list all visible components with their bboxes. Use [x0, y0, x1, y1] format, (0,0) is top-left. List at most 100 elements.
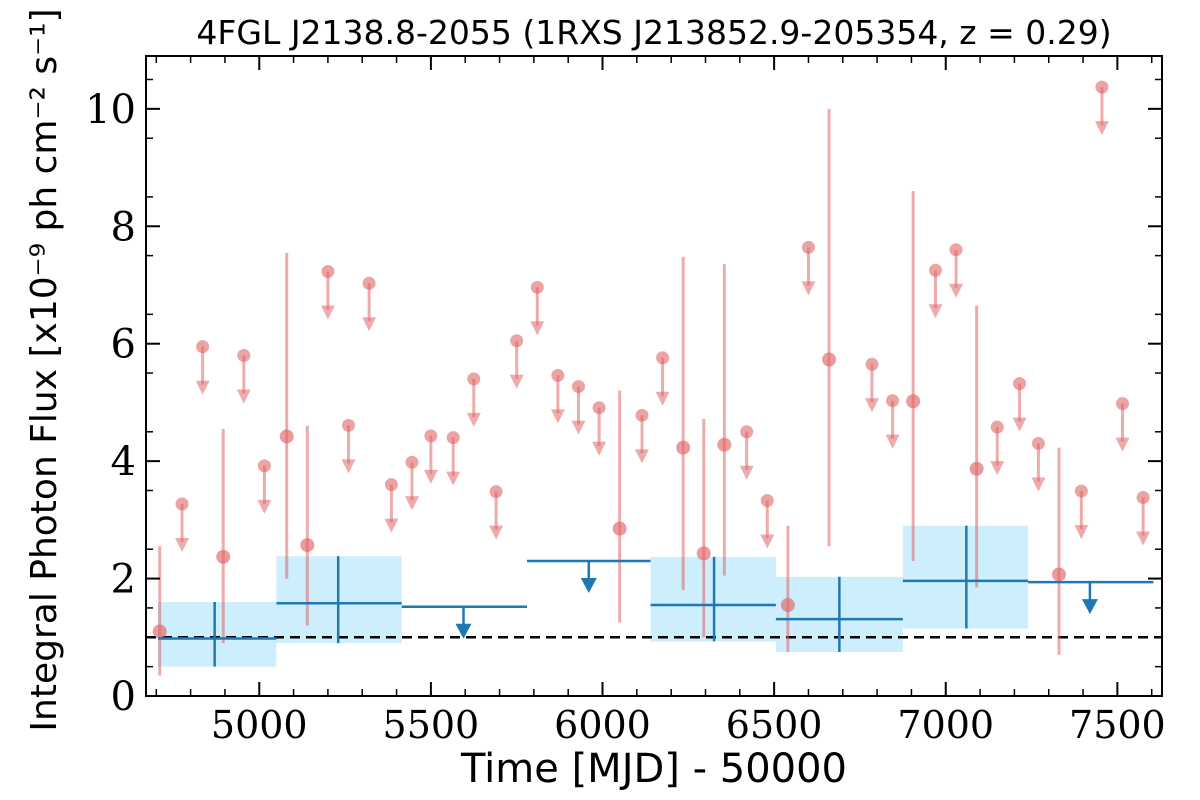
upper-limit-arrowhead [530, 321, 545, 336]
short-bin-upper-limit [320, 264, 335, 320]
upper-limit-arrowhead [655, 391, 670, 406]
upper-limit-arrowhead [466, 412, 481, 427]
upper-limit-arrowhead [990, 461, 1005, 476]
short-bin-upper-limit [1094, 80, 1109, 136]
upper-limit-arrowhead [455, 623, 472, 639]
short-bin-point [216, 428, 231, 644]
upper-limit-marker [237, 348, 251, 362]
upper-limit-marker [801, 240, 815, 254]
short-bin-point [717, 263, 732, 576]
upper-limit-arrowhead [405, 496, 420, 511]
short-bin-upper-limit [928, 263, 943, 319]
upper-limit-arrowhead [580, 577, 597, 593]
upper-limit-marker [321, 264, 335, 278]
short-bin-upper-limit [1012, 377, 1027, 432]
upper-limit-arrowhead [1094, 121, 1109, 136]
upper-limit-arrowhead [1012, 417, 1027, 432]
upper-limit-arrowhead [864, 398, 879, 413]
long-bin-point [276, 556, 402, 644]
short-bin-point [300, 425, 315, 626]
short-bin-upper-limit [257, 459, 272, 514]
upper-limit-arrowhead [489, 525, 504, 540]
upper-limit-marker [760, 493, 774, 507]
upper-limit-arrowhead [1136, 531, 1151, 546]
short-bin-upper-limit [362, 276, 377, 332]
short-bin-upper-limit [550, 368, 565, 424]
short-bin-upper-limit [175, 497, 190, 552]
upper-limit-arrowhead [1074, 525, 1089, 540]
x-tick-label: 7000 [897, 703, 994, 747]
upper-limit-arrowhead [236, 389, 251, 404]
x-tick-label: 6500 [726, 703, 823, 747]
upper-limit-marker [384, 478, 398, 492]
data-point [216, 549, 231, 564]
short-bin-upper-limit [739, 425, 754, 480]
data-point [279, 429, 294, 444]
data-point [152, 624, 167, 639]
short-bin-upper-limit [236, 348, 251, 404]
upper-limit-marker [342, 418, 356, 432]
short-bin-point [906, 191, 921, 561]
y-axis-label: Integral Photon Flux [x10⁻⁹ ph cm⁻² s⁻¹] [24, 8, 65, 731]
long-bin-point [775, 576, 903, 652]
x-tick-label: 5000 [211, 703, 308, 747]
upper-limit-marker [467, 372, 481, 386]
chart-title: 4FGL J2138.8-2055 (1RXS J213852.9-205354… [196, 13, 1111, 52]
upper-limit-marker [551, 368, 565, 382]
short-bin-upper-limit [405, 455, 420, 511]
data-point [780, 597, 795, 612]
upper-limit-marker [424, 429, 438, 443]
short-bin-upper-limit [384, 478, 399, 533]
short-bin-point [279, 252, 294, 579]
x-tick-label: 6000 [554, 703, 651, 747]
upper-limit-arrowhead [320, 305, 335, 320]
upper-limit-arrowhead [509, 374, 524, 389]
data-point [612, 521, 627, 536]
upper-limit-marker [362, 276, 376, 290]
y-tick-label: 0 [111, 674, 136, 720]
short-bin-upper-limit [655, 351, 670, 406]
plot-area: 5000 5500 6000 6500 7000 7500 0 2 4 6 8 10 [85, 55, 1166, 747]
long-bin-upper-limit [401, 605, 527, 639]
short-bin-upper-limit [864, 357, 879, 413]
short-bin-upper-limit [634, 408, 649, 464]
upper-limit-marker [571, 380, 585, 394]
short-bin-point [676, 256, 691, 591]
data-point [696, 546, 711, 561]
upper-limit-arrowhead [341, 459, 356, 474]
upper-limit-arrowhead [571, 420, 586, 435]
long-bin-point [650, 556, 776, 642]
upper-limit-arrowhead [1115, 437, 1130, 452]
plot-frame [145, 55, 1163, 697]
upper-limit-arrowhead [446, 471, 461, 486]
short-bin-upper-limit [571, 380, 586, 435]
short-bin-upper-limit [801, 240, 816, 296]
long-bin-point [158, 602, 277, 667]
upper-limit-marker [446, 431, 460, 445]
upper-limit-marker [1095, 80, 1109, 94]
data-point [822, 352, 837, 367]
upper-limit-marker [1013, 377, 1027, 391]
upper-limit-marker [257, 459, 271, 473]
data-point [300, 538, 315, 553]
upper-limit-marker [196, 340, 210, 354]
short-bin-upper-limit [592, 401, 607, 456]
x-tick-label: 5500 [383, 703, 480, 747]
short-bin-point [1052, 447, 1067, 655]
short-bin-upper-limit [446, 431, 461, 486]
upper-limit-marker [175, 497, 189, 511]
upper-limit-arrowhead [1031, 477, 1046, 492]
upper-limit-marker [405, 455, 419, 469]
upper-limit-marker [592, 401, 606, 415]
upper-limit-marker [1116, 397, 1130, 411]
upper-limit-marker [1074, 484, 1088, 498]
short-bin-upper-limit [1074, 484, 1089, 540]
upper-limit-marker [489, 485, 503, 499]
x-axis-label: Time [MJD] - 50000 [460, 746, 847, 792]
short-bin-point [152, 546, 167, 676]
upper-limit-arrowhead [257, 499, 272, 514]
data-point [676, 440, 691, 455]
short-bin-upper-limit [1115, 397, 1130, 452]
long-bin-upper-limit [1028, 580, 1154, 615]
